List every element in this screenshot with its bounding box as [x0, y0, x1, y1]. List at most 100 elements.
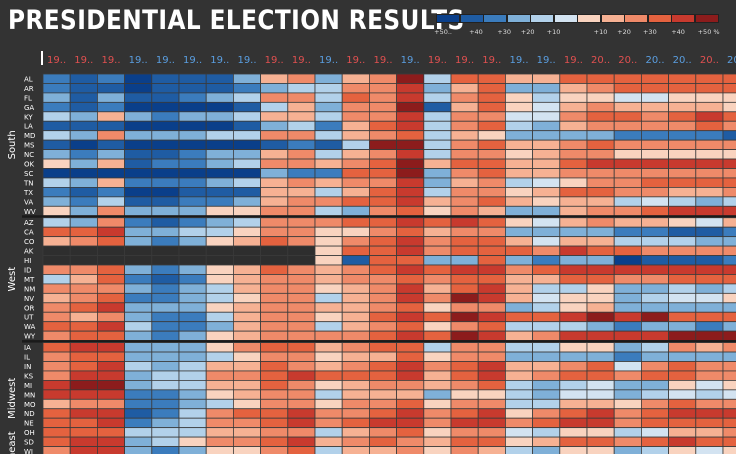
heatmap-cell [232, 255, 261, 266]
heatmap-cell [178, 292, 207, 304]
heatmap-cell [232, 321, 261, 332]
heatmap-cell [504, 351, 533, 362]
heatmap-cell [613, 361, 642, 372]
heatmap-cell [97, 158, 126, 169]
heatmap-cell [613, 196, 642, 207]
year-label: 19.. [101, 55, 120, 66]
heatmap-cell [42, 351, 71, 362]
heatmap-cell [722, 351, 736, 362]
heatmap-cell [287, 427, 316, 438]
heatmap-cell [42, 274, 71, 285]
heatmap-cell [532, 217, 561, 228]
heatmap-cell [97, 149, 126, 160]
heatmap-cell [124, 274, 153, 285]
heatmap-cell [151, 311, 180, 323]
heatmap-cell [695, 139, 724, 150]
heatmap-cell [151, 111, 180, 122]
state-label: SD [24, 439, 34, 447]
year-label: 19.. [401, 55, 420, 66]
heatmap-cell [396, 436, 425, 447]
heatmap-cell [668, 351, 697, 362]
heatmap-cell [151, 130, 180, 141]
year-label: 19.. [346, 55, 365, 66]
heatmap-cell [69, 73, 98, 84]
heatmap-cell [42, 283, 71, 294]
heatmap-cell [314, 361, 343, 372]
heatmap-cell [613, 283, 642, 294]
heatmap-cell [423, 370, 452, 381]
heatmap-cell [613, 302, 642, 313]
heatmap-cell [42, 92, 71, 103]
heatmap-cell [314, 427, 343, 438]
heatmap-cell [423, 255, 452, 266]
heatmap-cell [722, 158, 736, 169]
heatmap-cell [532, 408, 561, 419]
heatmap-cell [396, 168, 425, 179]
legend-tick-label: +30 [642, 28, 657, 36]
heatmap-cell [559, 389, 588, 400]
heatmap-cell [42, 255, 71, 266]
heatmap-cell [586, 139, 615, 150]
heatmap-cell [668, 389, 697, 400]
state-label: LA [24, 123, 33, 131]
heatmap-cell [124, 264, 153, 275]
year-label: 19.. [373, 55, 392, 66]
heatmap-cell [151, 446, 180, 454]
heatmap-cell [450, 186, 479, 198]
heatmap-cell [504, 436, 533, 447]
heatmap-cell [97, 283, 126, 294]
heatmap-cell [668, 379, 697, 391]
heatmap-cell [287, 149, 316, 160]
heatmap-cell [668, 130, 697, 141]
heatmap-cell [613, 417, 642, 429]
heatmap-cell [341, 361, 370, 372]
heatmap-cell [423, 205, 452, 217]
heatmap-cell [559, 311, 588, 323]
heatmap-cell [695, 177, 724, 188]
heatmap-cell [668, 92, 697, 103]
heatmap-cell [151, 168, 180, 179]
heatmap-cell [42, 149, 71, 160]
heatmap-cell [532, 436, 561, 447]
heatmap-cell [69, 92, 98, 103]
heatmap-cell [69, 149, 98, 160]
state-label: WA [24, 323, 36, 331]
heatmap-cell [260, 245, 289, 256]
heatmap-cell [586, 321, 615, 332]
heatmap-cell [287, 186, 316, 198]
heatmap-cell [287, 196, 316, 207]
heatmap-cell [260, 92, 289, 103]
heatmap-cell [178, 389, 207, 400]
heatmap-cell [205, 149, 234, 160]
heatmap-cell [69, 379, 98, 391]
heatmap-cell [368, 92, 397, 103]
heatmap-cell [314, 370, 343, 381]
heatmap-cell [532, 389, 561, 400]
heatmap-cell [504, 417, 533, 429]
heatmap-cell [396, 342, 425, 353]
heatmap-cell [42, 111, 71, 122]
heatmap-cell [260, 139, 289, 150]
heatmap-cell [641, 217, 670, 228]
heatmap-cell [314, 73, 343, 84]
heatmap-cell [124, 120, 153, 132]
region-label: West [7, 267, 18, 292]
heatmap-cell [69, 236, 98, 247]
heatmap-cell [260, 330, 289, 341]
heatmap-cell [668, 120, 697, 132]
heatmap-cell [722, 83, 736, 94]
heatmap-cell [722, 361, 736, 372]
heatmap-cell [586, 255, 615, 266]
heatmap-cell [641, 321, 670, 332]
heatmap-cell [722, 283, 736, 294]
heatmap-cell [42, 436, 71, 447]
heatmap-cell [69, 205, 98, 217]
heatmap-cell [368, 111, 397, 122]
heatmap-cell [695, 217, 724, 228]
heatmap-cell [586, 417, 615, 429]
heatmap-cell [532, 351, 561, 362]
heatmap-cell [504, 379, 533, 391]
heatmap-cell [450, 83, 479, 94]
heatmap-cell [314, 342, 343, 353]
heatmap-cell [559, 330, 588, 341]
